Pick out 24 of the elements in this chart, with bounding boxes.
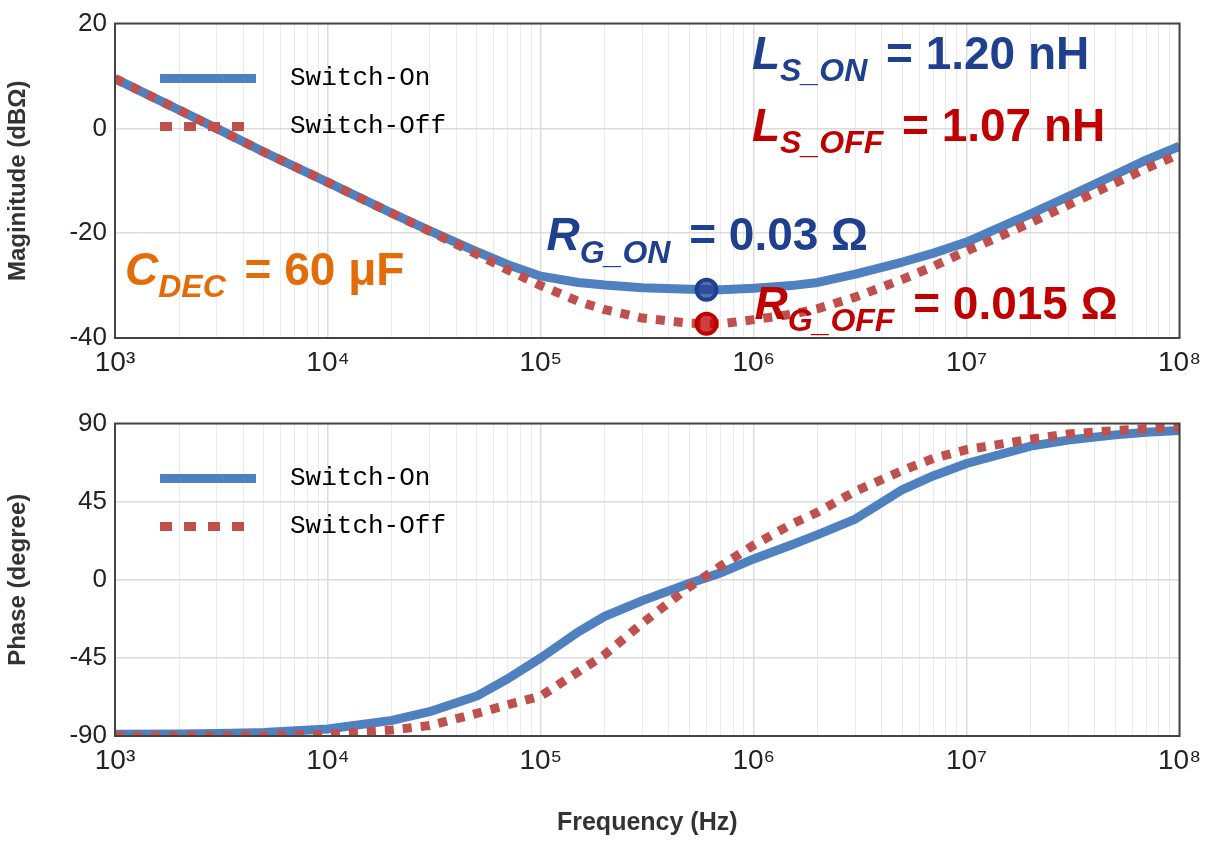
y-tick-label: 0 <box>92 562 107 593</box>
legend-label: Switch-On <box>290 463 431 493</box>
legend-label: Switch-On <box>290 63 431 93</box>
x-tick-label: 10⁸ <box>1158 743 1202 775</box>
y-tick-label: 90 <box>78 406 107 437</box>
y-tick-label: -45 <box>69 641 107 672</box>
y-tick-label: 0 <box>92 111 107 142</box>
y-tick-label: 20 <box>78 6 107 37</box>
x-tick-label: 10⁵ <box>519 743 563 775</box>
x-tick-label: 10⁴ <box>306 345 350 377</box>
y-tick-label: -20 <box>69 216 107 247</box>
legend-label: Switch-Off <box>290 111 447 141</box>
x-tick-label: 10⁷ <box>945 345 988 377</box>
x-tick-label: 10⁴ <box>306 743 350 775</box>
legend-label: Switch-Off <box>290 511 447 541</box>
x-tick-label: 10⁶ <box>732 345 776 377</box>
x-tick-label: 10⁵ <box>519 345 563 377</box>
x-tick-label: 10⁶ <box>732 743 776 775</box>
y-axis-title: Maginitude (dBΩ) <box>3 80 31 282</box>
x-tick-label: 10⁷ <box>945 743 988 775</box>
y-tick-label: 45 <box>78 484 107 515</box>
x-tick-label: 10⁸ <box>1158 345 1202 377</box>
x-axis-title: Frequency (Hz) <box>556 806 738 835</box>
y-axis-title: Phase (degree) <box>3 493 31 666</box>
